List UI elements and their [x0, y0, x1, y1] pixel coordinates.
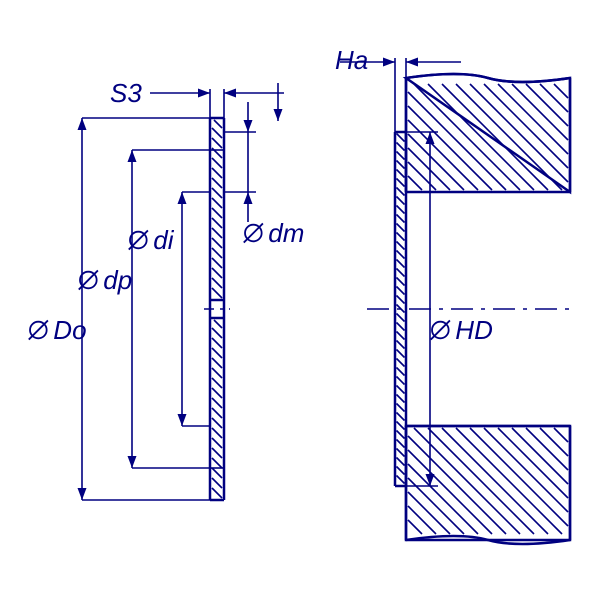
svg-text:Ha: Ha [335, 45, 368, 75]
svg-text:dm: dm [268, 218, 304, 248]
svg-text:HD: HD [455, 315, 493, 345]
svg-text:dp: dp [103, 265, 132, 295]
svg-text:S3: S3 [110, 78, 142, 108]
svg-text:di: di [153, 225, 174, 255]
svg-text:Do: Do [53, 315, 86, 345]
